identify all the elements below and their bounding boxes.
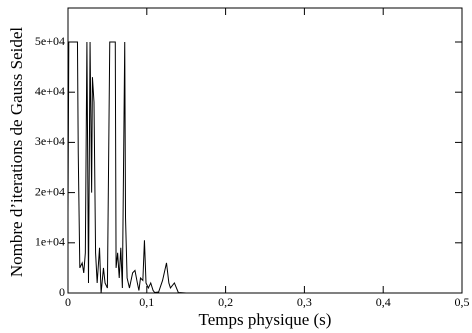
y-tick-label: 2e+04 — [35, 184, 65, 198]
y-axis-label: Nombre d’iterations de Gauss Seidel — [7, 27, 26, 277]
y-tick-label: 5e+04 — [35, 34, 65, 48]
y-tick-label: 1e+04 — [35, 235, 65, 249]
y-tick-label: 3e+04 — [35, 134, 65, 148]
data-line — [67, 41, 462, 294]
x-tick-label: 0,3 — [297, 295, 312, 309]
x-tick-label: 0,2 — [218, 295, 233, 309]
x-axis-label: Temps physique (s) — [199, 310, 332, 329]
y-tick-label: 4e+04 — [35, 84, 65, 98]
y-tick-label: 0 — [59, 285, 65, 299]
x-tick-label: 0,4 — [376, 295, 391, 309]
x-tick-label: 0,5 — [455, 295, 470, 309]
x-tick-label: 0 — [65, 295, 71, 309]
plot-frame — [67, 7, 463, 294]
x-tick-label: 0,1 — [139, 295, 154, 309]
